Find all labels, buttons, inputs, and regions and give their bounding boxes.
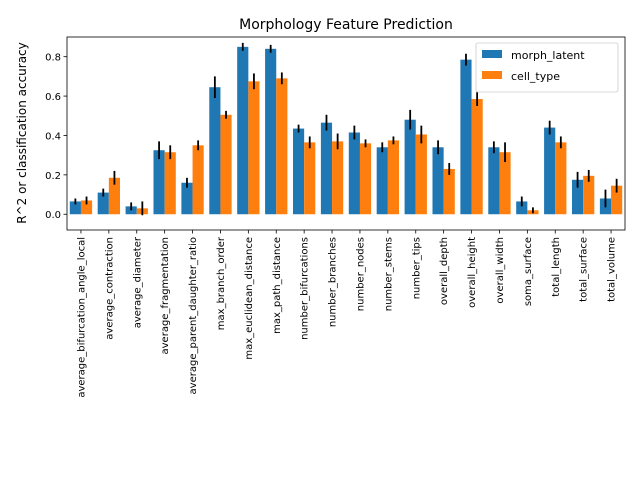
x-tick-label-5: max_branch_order xyxy=(216,236,227,330)
x-tick-label-0: average_bifurcation_angle_local xyxy=(76,237,87,398)
bar-morph-latent-3 xyxy=(153,150,165,215)
x-tick-label-1: average_contraction xyxy=(104,237,115,340)
bar-morph-latent-13 xyxy=(432,147,444,215)
bar-cell-type-17 xyxy=(555,142,567,215)
y-tick-label-0: 0.0 xyxy=(45,210,61,221)
bar-morph-latent-1 xyxy=(97,192,109,215)
bar-cell-type-7 xyxy=(276,78,288,215)
x-tick-label-15: overall_width xyxy=(495,237,506,304)
bar-morph-latent-17 xyxy=(544,127,556,215)
y-tick-label-1: 0.2 xyxy=(45,171,61,182)
legend-label-0: morph_latent xyxy=(511,49,585,62)
x-tick-label-4: average_parent_daughter_ratio xyxy=(188,237,199,394)
bar-morph-latent-4 xyxy=(181,182,193,215)
bar-cell-type-3 xyxy=(164,152,176,215)
bar-cell-type-14 xyxy=(471,99,483,215)
bar-cell-type-11 xyxy=(387,140,400,215)
x-tick-label-6: max_euclidean_distance xyxy=(244,237,255,360)
legend-swatch-0 xyxy=(482,50,502,58)
bar-cell-type-15 xyxy=(499,152,511,215)
bar-cell-type-5 xyxy=(220,114,232,215)
x-tick-label-8: number_bifurcations xyxy=(300,237,311,340)
bar-cell-type-10 xyxy=(359,143,372,215)
legend-box xyxy=(475,42,619,93)
x-tick-label-11: number_stems xyxy=(383,237,394,311)
plot-area: 0.0 0.2 0.4 0.6 0.8 average_bifurcation_angle… xyxy=(45,36,626,398)
x-tick-label-10: number_nodes xyxy=(355,237,366,311)
bar-morph-latent-8 xyxy=(292,128,305,215)
x-tick-label-7: max_path_distance xyxy=(272,237,283,334)
bar-cell-type-18 xyxy=(583,175,595,215)
y-tick-label-3: 0.6 xyxy=(45,92,61,103)
bar-morph-latent-12 xyxy=(404,119,416,215)
x-tick-label-14: overall_height xyxy=(467,237,478,308)
bar-morph-latent-15 xyxy=(488,147,500,215)
x-tick-label-19: total_volume xyxy=(607,237,618,302)
bar-morph-latent-18 xyxy=(571,179,584,215)
x-tick-label-16: soma_surface xyxy=(523,237,534,306)
bar-cell-type-6 xyxy=(248,81,260,215)
bar-morph-latent-10 xyxy=(348,132,360,215)
bar-cell-type-9 xyxy=(332,141,344,215)
bar-morph-latent-14 xyxy=(460,59,472,215)
bar-cell-type-8 xyxy=(304,142,316,215)
bar-cell-type-19 xyxy=(611,185,623,215)
bar-cell-type-1 xyxy=(108,177,121,215)
y-axis-label: R^2 or classification accuracy xyxy=(15,42,29,224)
y-tick-label-2: 0.4 xyxy=(45,131,61,142)
legend-swatch-1 xyxy=(482,71,502,79)
bar-morph-latent-9 xyxy=(320,122,333,215)
x-tick-label-18: total_surface xyxy=(579,237,590,302)
bar-cell-type-0 xyxy=(80,200,93,215)
legend-label-1: cell_type xyxy=(511,70,560,83)
bar-morph-latent-7 xyxy=(265,48,277,215)
x-tick-label-13: overall_depth xyxy=(439,237,450,305)
y-tick-label-4: 0.8 xyxy=(45,53,61,64)
bar-morph-latent-5 xyxy=(209,87,221,215)
x-tick-label-17: total_length xyxy=(551,237,562,297)
chart-title: Morphology Feature Prediction xyxy=(239,17,453,33)
x-tick-label-2: average_diameter xyxy=(132,236,143,328)
bar-cell-type-13 xyxy=(443,168,455,215)
bar-cell-type-12 xyxy=(415,134,427,215)
bar-cell-type-4 xyxy=(192,145,204,215)
x-tick-label-3: average_fragmentation xyxy=(160,237,171,354)
axes-frame xyxy=(66,36,626,231)
bar-morph-latent-11 xyxy=(376,147,388,215)
x-tick-label-9: number_branches xyxy=(328,237,339,327)
bar-morph-latent-6 xyxy=(237,46,249,215)
x-tick-label-12: number_tips xyxy=(411,237,422,299)
bar-morph-latent-0 xyxy=(69,201,81,215)
bar-morph-latent-16 xyxy=(516,201,528,215)
